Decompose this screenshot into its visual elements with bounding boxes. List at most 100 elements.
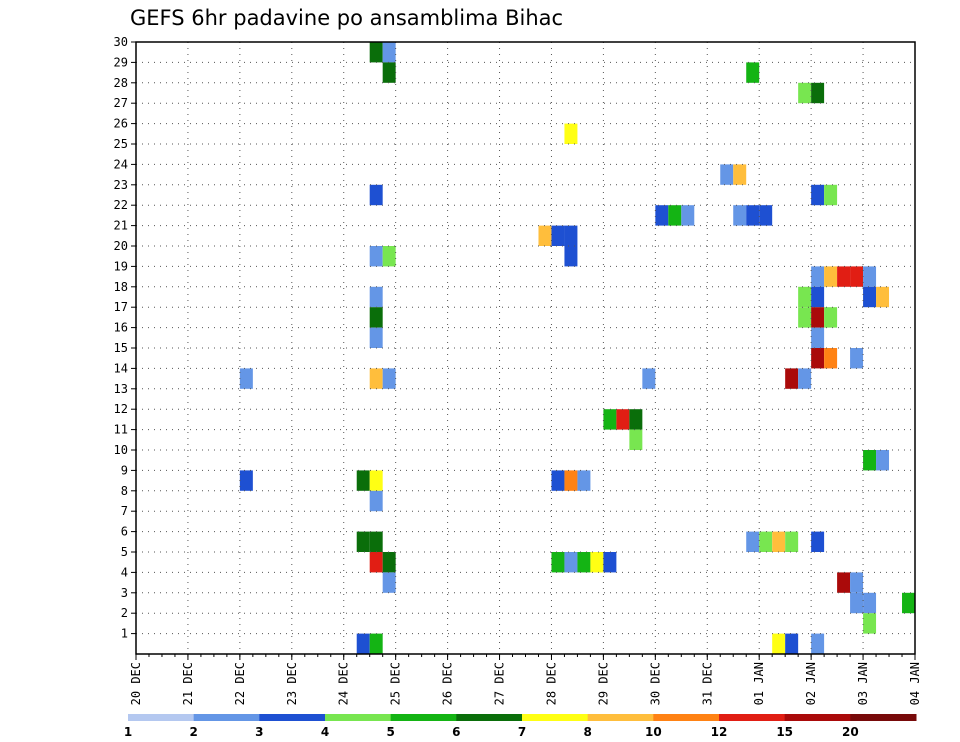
legend-swatch [193,714,260,721]
precip-cell [824,307,838,328]
y-tick-label: 14 [114,361,128,375]
legend-label: 20 [842,725,859,739]
y-tick-label: 17 [114,300,128,314]
precip-cell [681,205,695,226]
precip-cell [785,368,799,389]
legend-label: 7 [518,725,526,739]
y-tick-label: 6 [121,525,128,539]
x-tick-label: 04 JAN [908,662,922,705]
precipitation-cells [239,42,915,654]
precip-cell [577,552,591,573]
precip-cell [603,409,617,430]
legend-swatch [456,714,523,721]
x-tick-label: 27 DEC [493,662,507,705]
precip-cell [564,225,578,246]
precip-cell [616,409,630,430]
legend-label: 12 [711,725,728,739]
legend-label: 2 [189,725,197,739]
legend-swatch [719,714,786,721]
y-tick-label: 15 [114,341,128,355]
x-tick-label: 24 DEC [337,662,351,705]
precip-cell [798,368,812,389]
legend-label: 1 [124,725,132,739]
precip-cell [239,470,253,491]
precip-cell [538,225,552,246]
y-tick-label: 3 [121,586,128,600]
precip-cell [837,266,851,287]
precip-cell [863,450,877,471]
legend-swatch [850,714,917,721]
precip-cell [369,327,383,348]
precip-cell [629,429,643,450]
precip-cell [369,633,383,654]
precip-cell [629,409,643,430]
legend-label: 3 [255,725,263,739]
precip-cell [382,62,396,83]
precip-cell [551,470,565,491]
precip-cell [811,266,825,287]
precip-cell [876,450,890,471]
precip-cell [564,123,578,144]
precip-cell [369,490,383,512]
precip-cell [746,205,760,226]
precip-cell [655,205,669,226]
precip-cell [369,286,383,308]
y-axis: 1234567891011121314151617181920212223242… [114,35,136,641]
precip-cell [824,348,838,369]
x-tick-label: 20 DEC [129,662,143,705]
y-tick-label: 26 [114,117,128,131]
precip-cell [850,348,864,369]
y-tick-label: 25 [114,137,128,151]
x-tick-label: 29 DEC [596,662,610,705]
y-tick-label: 27 [114,96,128,110]
precip-cell [356,470,370,491]
y-tick-label: 2 [121,606,128,620]
precip-cell [863,286,877,308]
precip-cell [382,42,396,63]
legend-swatch [259,714,326,721]
y-tick-label: 21 [114,219,128,233]
x-tick-label: 01 JAN [752,662,766,705]
precip-cell [798,82,812,104]
y-tick-label: 16 [114,321,128,335]
precip-cell [811,286,825,308]
precip-cell [772,531,786,552]
precip-cell [746,531,760,552]
precip-cell [733,205,747,226]
precip-cell [382,246,396,267]
y-tick-label: 22 [114,198,128,212]
precip-cell [720,164,734,185]
precip-cell [798,286,812,308]
color-legend: 1 2 3 4 5 6 7 8 10 12 15 20 [124,714,917,739]
precip-cell [356,633,370,654]
precip-cell [733,164,747,185]
y-tick-label: 12 [114,402,128,416]
precip-cell [863,266,877,287]
x-tick-label: 21 DEC [181,662,195,705]
y-tick-label: 24 [114,157,128,171]
precip-cell [785,633,799,654]
precip-cell [382,572,396,593]
precip-cell [369,42,383,63]
precip-cell [785,531,799,552]
x-tick-label: 26 DEC [441,662,455,705]
chart-title: GEFS 6hr padavine po ansamblima Bihac [130,6,563,30]
precip-cell [850,592,864,614]
precip-cell [239,368,253,389]
legend-swatch [653,714,720,721]
y-tick-label: 19 [114,259,128,273]
precip-cell [369,552,383,573]
precip-cell [668,205,682,226]
precip-cell [824,184,838,206]
precip-cell [369,184,383,206]
precip-cell [759,205,773,226]
legend-label: 8 [583,725,591,739]
precip-cell [642,368,656,389]
y-tick-label: 20 [114,239,128,253]
precip-cell [863,613,877,634]
legend-label: 4 [321,725,329,739]
precip-cell [577,470,591,491]
precip-cell [382,368,396,389]
precip-cell [798,307,812,328]
x-tick-label: 31 DEC [700,662,714,705]
